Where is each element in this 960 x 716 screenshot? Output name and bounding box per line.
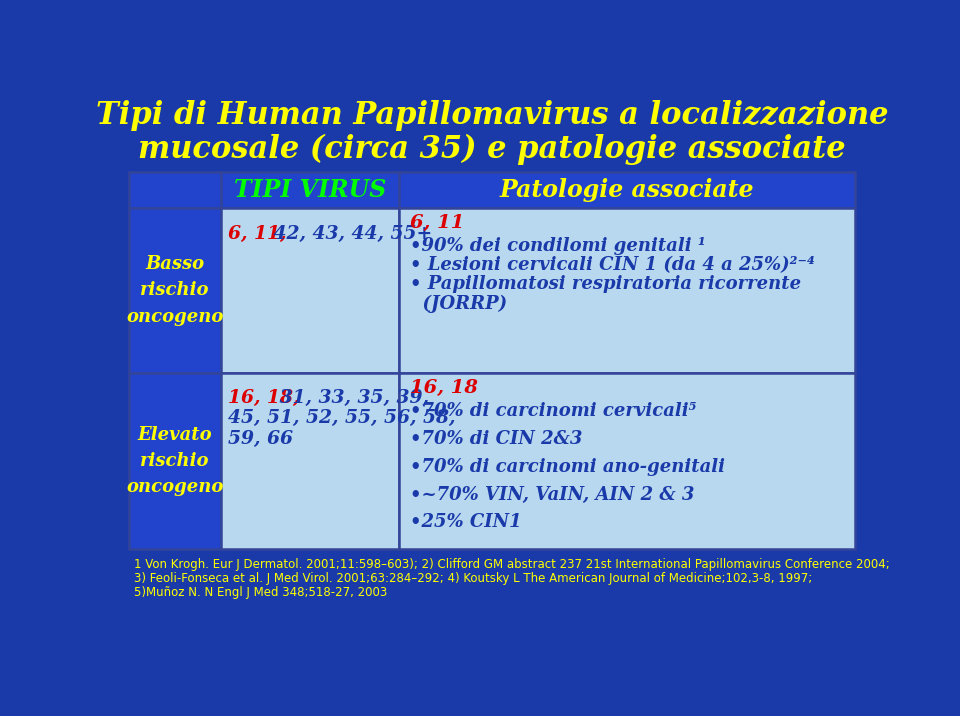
Text: • Papillomatosi respiratoria ricorrente: • Papillomatosi respiratoria ricorrente [410,276,801,294]
Text: 3) Feoli-Fonseca et al. J Med Virol. 2001;63:284–292; 4) Koutsky L The American : 3) Feoli-Fonseca et al. J Med Virol. 200… [134,572,812,585]
Bar [399,172,854,208]
Text: Patologie associate: Patologie associate [499,178,755,202]
Text: •70% di carcinomi ano-genitali: •70% di carcinomi ano-genitali [410,458,725,476]
Text: 1 Von Krogh. Eur J Dermatol. 2001;11:598–603); 2) Clifford GM abstract 237 21st : 1 Von Krogh. Eur J Dermatol. 2001;11:598… [134,558,890,571]
Text: Elevato
rischio
oncogeno: Elevato rischio oncogeno [127,425,224,496]
Text: 5)Muñoz N. N Engl J Med 348;518-27, 2003: 5)Muñoz N. N Engl J Med 348;518-27, 2003 [134,586,387,599]
Text: Basso
rischio
oncogeno: Basso rischio oncogeno [127,255,224,326]
Text: 45, 51, 52, 55, 56, 58,: 45, 51, 52, 55, 56, 58, [228,410,456,427]
Text: 16, 18: 16, 18 [410,379,478,397]
Bar [221,373,399,548]
Text: 6, 11,: 6, 11, [228,225,287,243]
Text: 16, 18,: 16, 18, [228,389,300,407]
Text: Tipi di Human Papillomavirus a localizzazione: Tipi di Human Papillomavirus a localizza… [96,100,888,131]
Bar [130,208,221,373]
Bar [221,208,399,373]
Text: •70% di carcinomi cervicali⁵: •70% di carcinomi cervicali⁵ [410,402,696,420]
Text: •25% CIN1: •25% CIN1 [410,513,521,531]
Text: 42, 43, 44, 55+: 42, 43, 44, 55+ [267,225,433,243]
Text: 59, 66: 59, 66 [228,430,294,448]
Text: 6, 11: 6, 11 [410,214,465,232]
Text: 31, 33, 35, 39,: 31, 33, 35, 39, [273,389,429,407]
Text: (JORRP): (JORRP) [410,294,507,313]
Text: TIPI VIRUS: TIPI VIRUS [233,178,386,202]
Bar [130,373,221,548]
Text: •90% dei condilomi genitali ¹: •90% dei condilomi genitali ¹ [410,237,706,255]
Bar [221,172,399,208]
Text: mucosale (circa 35) e patologie associate: mucosale (circa 35) e patologie associat… [138,133,846,165]
Text: •~70% VIN, VaIN, AIN 2 & 3: •~70% VIN, VaIN, AIN 2 & 3 [410,485,694,503]
Bar [399,373,854,548]
Text: •70% di CIN 2&3: •70% di CIN 2&3 [410,430,582,448]
Bar [130,172,221,208]
Text: • Lesioni cervicali CIN 1 (da 4 a 25%)²⁻⁴: • Lesioni cervicali CIN 1 (da 4 a 25%)²⁻… [410,256,815,274]
Bar [399,208,854,373]
